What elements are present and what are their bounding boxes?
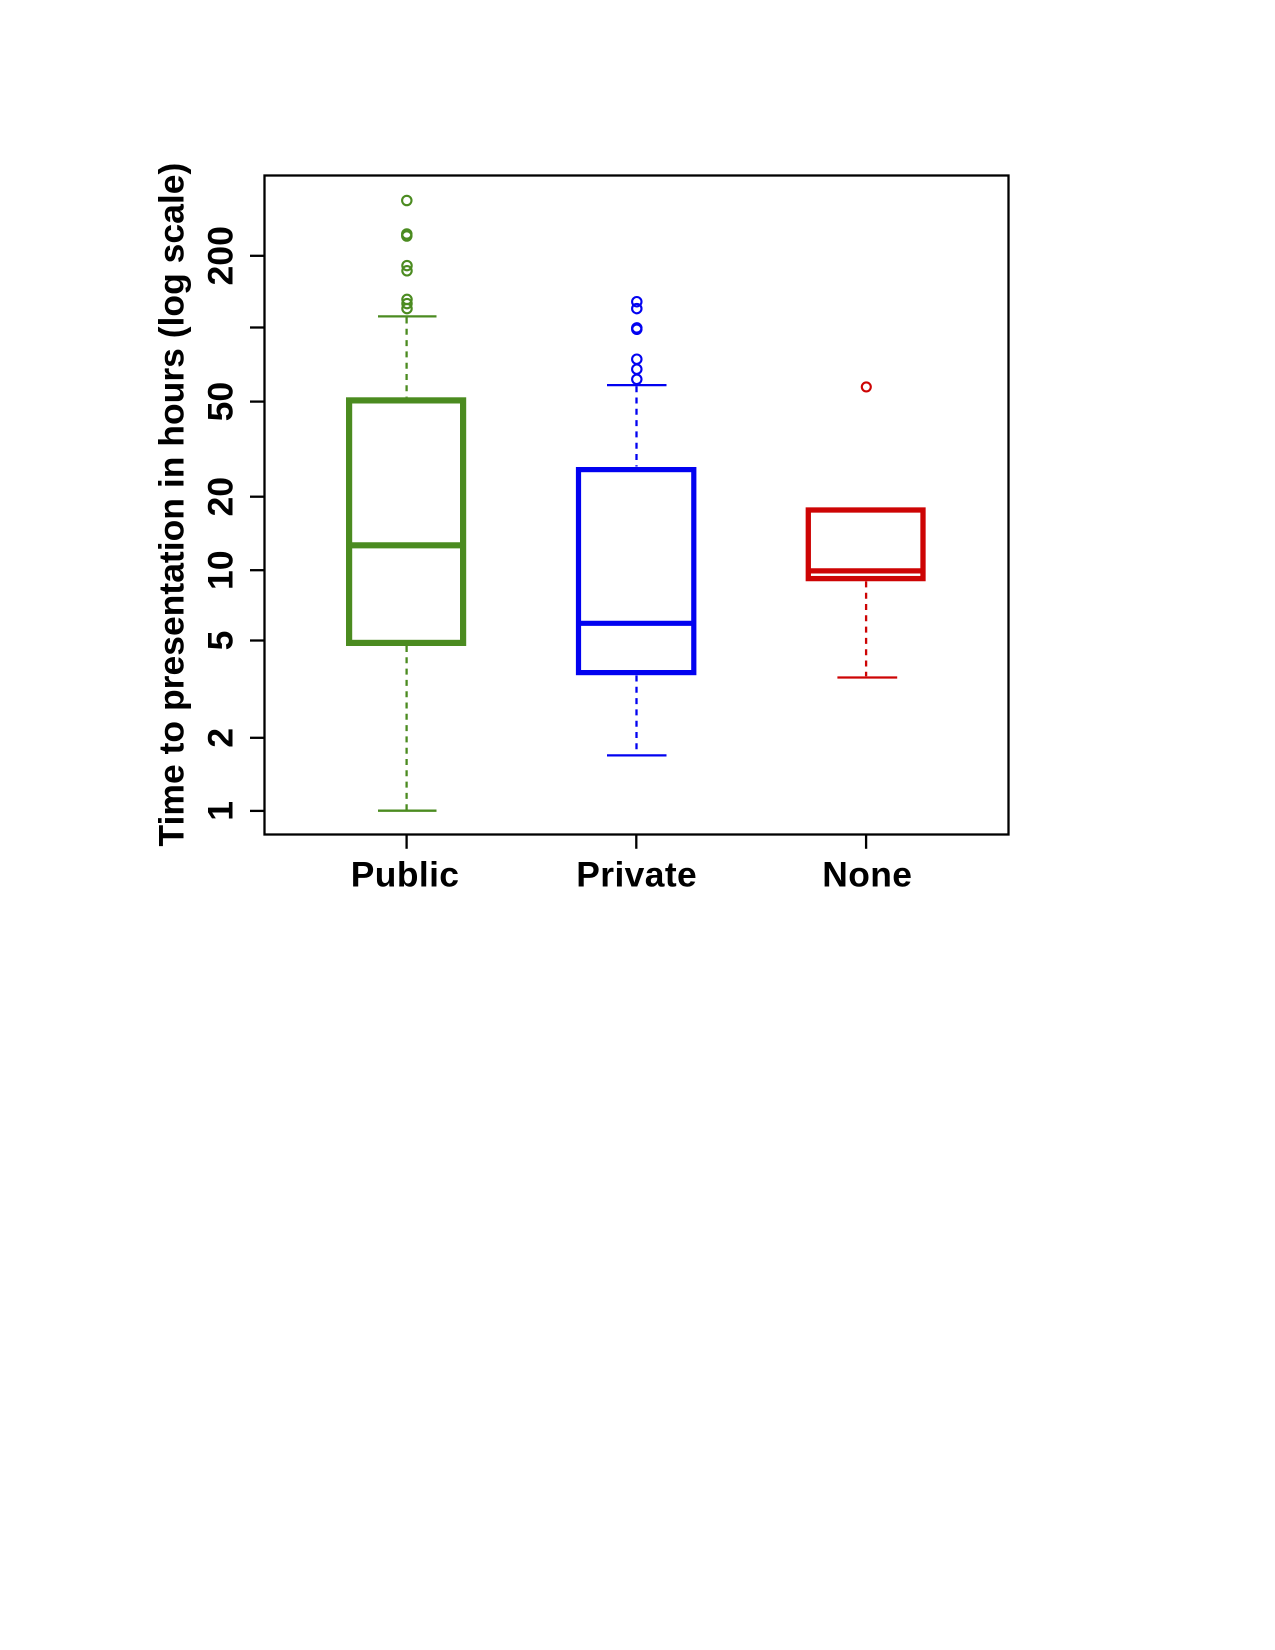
svg-text:1: 1 (201, 801, 241, 821)
svg-text:10: 10 (201, 550, 241, 590)
svg-text:20: 20 (201, 477, 241, 517)
svg-text:None: None (822, 854, 912, 894)
svg-text:50: 50 (201, 382, 241, 422)
svg-text:Time to presentation in hours: Time to presentation in hours (log scale… (152, 163, 192, 847)
svg-text:Public: Public (351, 854, 460, 894)
svg-text:200: 200 (201, 226, 241, 285)
svg-text:5: 5 (201, 631, 241, 651)
svg-text:Private: Private (576, 854, 697, 894)
svg-text:2: 2 (201, 728, 241, 748)
